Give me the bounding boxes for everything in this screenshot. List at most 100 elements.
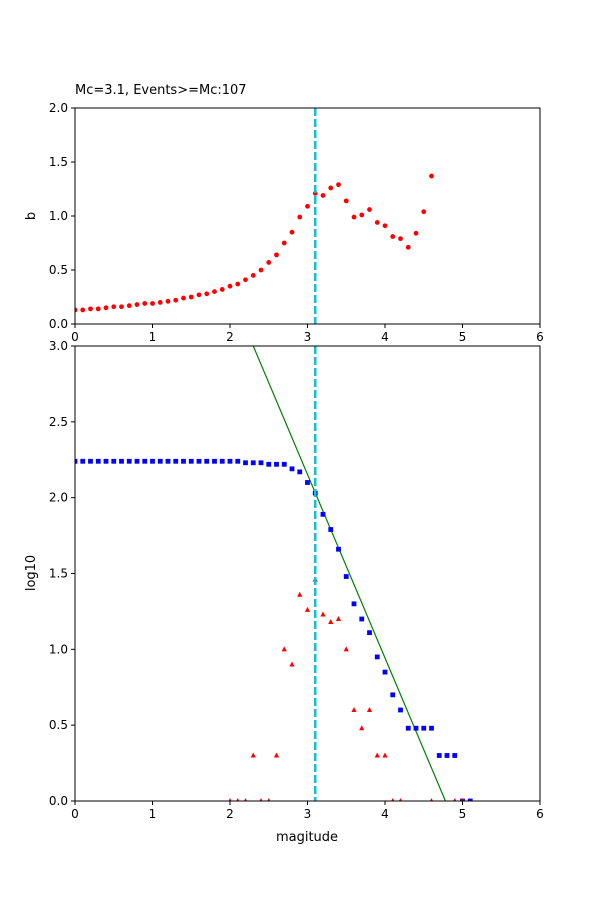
top-series0-point [196,292,202,298]
top-series0-point [119,304,124,310]
top-series0-point [111,304,117,310]
bottom-y-tick-label: 0.0 [49,794,68,808]
bottom-series0-point [165,458,171,464]
bottom-series0-point [320,511,326,517]
top-y-tick-label: 1.0 [49,209,68,223]
bottom-series1-point [374,752,380,758]
bottom-series1-point [398,798,403,801]
bottom-series1-point [391,798,395,801]
bottom-x-axis-label: magitude [276,830,338,845]
bottom-series1-point [297,591,303,597]
top-series0-point [88,306,93,312]
bottom-series1-point [304,606,311,612]
bottom-plot-area: 0 1 2 3 4 5 6 0.0 0.5 1.0 1.5 2.0 2.5 3.0 [49,339,544,821]
bottom-x-tick-label: 1 [149,807,157,821]
top-series0-point [421,209,427,215]
bottom-series0-point [359,616,365,622]
bottom-series0-point [281,461,287,467]
bottom-series0-point [405,725,411,731]
top-series0-point [204,291,210,297]
bottom-series1-point [453,798,457,801]
bottom-series1-point [267,798,271,801]
top-series0-point [390,234,396,239]
top-x-tick-label: 2 [226,330,234,344]
bottom-series0-point [289,466,295,472]
top-series0-point [95,306,101,312]
top-series0-point [250,273,256,278]
bottom-series1-point [460,798,465,801]
top-series0-point [328,185,334,191]
top-series0-point [343,198,349,204]
bottom-series0-point [181,458,186,464]
bottom-series1-point [328,619,334,625]
bottom-series0-point [328,527,334,532]
bottom-x-tick-label: 6 [536,807,544,821]
top-series0-point [173,297,179,303]
top-series0-point [374,220,380,225]
bottom-series1-point [289,661,295,667]
bottom-series0-point [212,458,217,464]
bottom-series1-point [382,752,388,758]
bottom-series0-point [398,707,403,713]
bottom-series0-point [142,458,148,464]
bottom-series0-point [134,458,140,464]
bottom-y-tick-label: 2.5 [49,415,68,429]
top-series0-point [150,301,155,306]
top-series0-point [219,287,225,292]
bottom-series1-point [243,798,248,801]
top-y-tick-label: 2.0 [49,101,68,115]
bottom-series0-point [336,546,341,552]
top-y-axis-label: b [24,212,39,220]
bottom-series0-point [452,753,458,758]
top-x-tick-label: 5 [459,330,467,344]
top-series0-point [429,173,434,179]
bottom-series0-point [382,669,388,675]
bottom-series0-point [343,574,349,579]
bottom-series0-point [444,753,450,758]
top-series0-point [188,294,194,300]
bottom-series0-point [305,480,310,485]
bottom-y-tick-label: 1.0 [49,642,68,656]
top-series0-point [258,267,264,273]
bottom-series1-point [273,752,280,758]
top-series0-point [165,298,171,304]
bottom-series0-point [274,461,279,467]
bottom-series0-point [111,458,117,464]
top-axes-frame [74,107,541,325]
top-series0-point [157,300,163,305]
top-y-tick-label: 0.0 [49,317,68,331]
top-series0-point [297,214,303,220]
bottom-series0-point [75,458,78,464]
top-chart-title: Mc=3.1, Events>=Mc:107 [75,83,247,98]
top-series0-point [281,240,287,246]
bottom-axes-frame [74,345,541,802]
bottom-x-tick-label: 4 [381,807,389,821]
top-series0-point [181,295,186,301]
top-series0-point [320,193,326,198]
bottom-series1-point [335,616,342,621]
bottom-series1-point [429,798,434,801]
bottom-series0-point [95,458,101,464]
top-series0-point [103,305,109,311]
bottom-series1-point [281,646,287,652]
bottom-x-tick-label: 2 [226,807,234,821]
bottom-y-tick-label: 2.0 [49,491,68,505]
bottom-series1-point [366,707,373,712]
top-series0-point [134,302,140,307]
top-series0-point [289,229,295,235]
top-series0-point [274,252,279,258]
bottom-x-tick-label: 3 [304,807,312,821]
top-series0-point [382,223,388,229]
top-series0-point [243,277,248,283]
bottom-series0-point [436,753,442,758]
bottom-series0-point [204,458,210,464]
bottom-series1-point [250,752,256,758]
bottom-x-tick-label: 5 [459,807,467,821]
bottom-y-axis-label: log10 [24,555,39,591]
top-series0-point [142,301,148,306]
bottom-series1-point [236,798,240,801]
top-series0-point [405,244,411,250]
bottom-series0-point [390,692,396,698]
bottom-y-tick-label: 1.5 [49,567,68,581]
top-data-layer [75,173,434,313]
